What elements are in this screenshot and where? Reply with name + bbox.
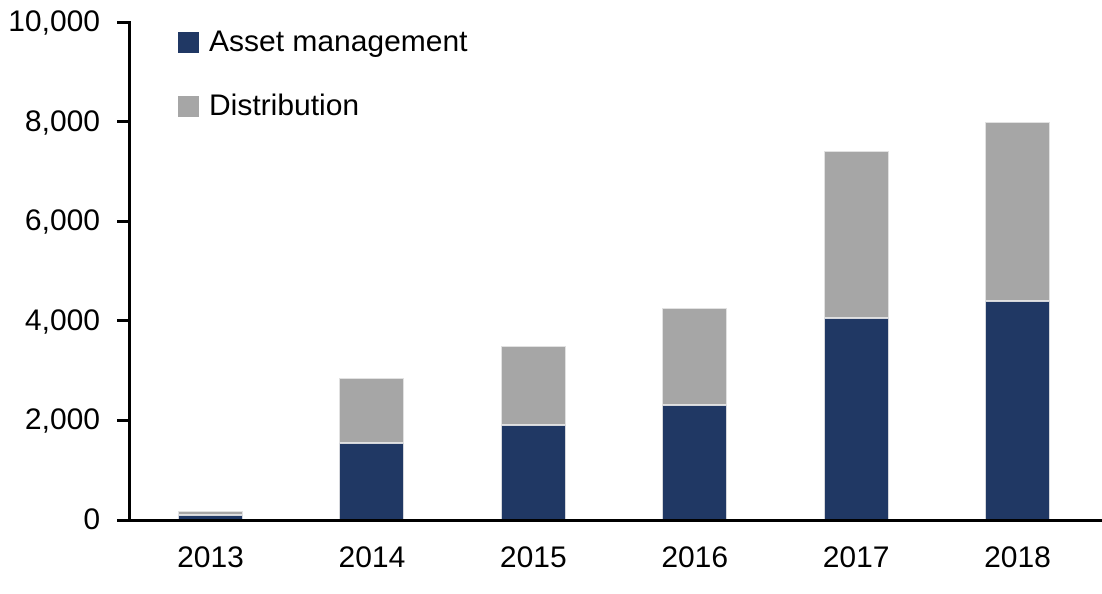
y-tick <box>117 418 130 422</box>
x-axis-tick-label: 2015 <box>499 541 567 574</box>
y-tick <box>117 20 130 24</box>
y-tick <box>117 120 130 124</box>
x-axis-tick-label: 2016 <box>661 541 729 574</box>
y-axis-tick-label: 6,000 <box>24 204 100 238</box>
x-axis-tick-label: 2013 <box>177 541 244 574</box>
y-axis-tick-label: 10,000 <box>8 5 100 38</box>
x-axis-line <box>117 519 1102 522</box>
bar-segment-asset-management-2018 <box>985 300 1050 520</box>
bar-segment-distribution-2014 <box>339 378 405 443</box>
distribution-swatch-icon <box>178 95 199 117</box>
y-axis-line <box>128 21 131 522</box>
legend-item-distribution: Distribution <box>178 89 467 122</box>
bar-segment-asset-management-2015 <box>500 425 566 520</box>
bar-segment-asset-management-2016 <box>662 405 728 520</box>
y-axis-tick-label: 8,000 <box>24 104 100 138</box>
y-tick <box>117 219 130 223</box>
bar-segment-distribution-2018 <box>985 121 1050 301</box>
x-axis-tick-label: 2017 <box>822 541 890 574</box>
y-axis-tick-label: 2,000 <box>24 403 100 437</box>
legend-label-asset-management: Asset management <box>209 25 468 58</box>
y-axis-tick-label: 0 <box>83 503 100 536</box>
legend: Asset management Distribution <box>178 25 468 159</box>
bar-segment-asset-management-2017 <box>823 318 889 520</box>
y-axis-tick-label: 4,000 <box>24 303 100 337</box>
legend-item-asset-management: Asset management <box>178 25 468 58</box>
x-axis-tick-label: 2018 <box>984 541 1051 574</box>
asset-management-swatch-icon <box>178 31 199 53</box>
y-tick <box>117 518 130 522</box>
y-tick <box>117 319 130 323</box>
bar-segment-distribution-2013 <box>178 510 243 515</box>
bar-segment-asset-management-2014 <box>339 442 405 520</box>
bar-segment-distribution-2016 <box>662 308 728 406</box>
bar-segment-distribution-2017 <box>823 151 889 319</box>
bar-segment-distribution-2015 <box>500 345 566 426</box>
x-axis-tick-label: 2014 <box>338 541 406 574</box>
legend-label-distribution: Distribution <box>209 89 360 122</box>
